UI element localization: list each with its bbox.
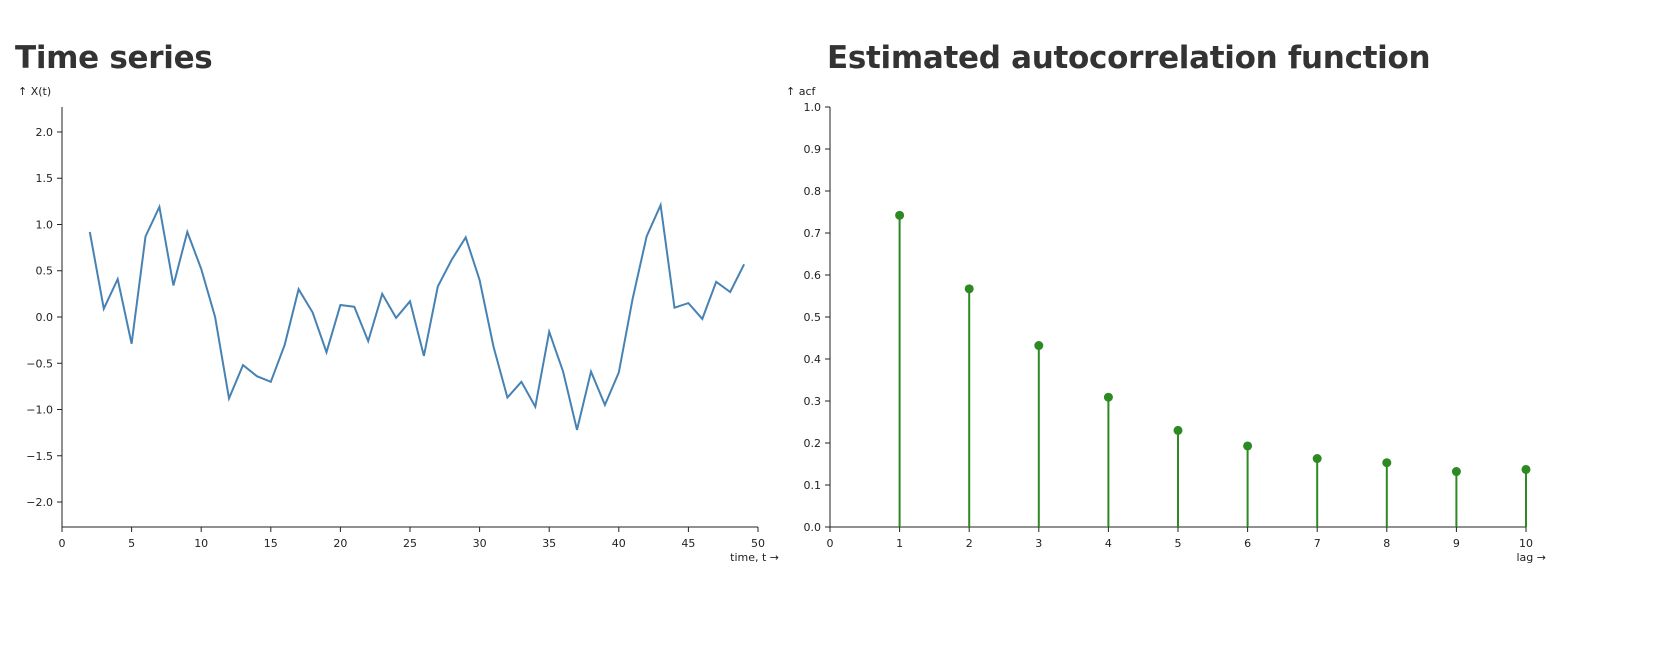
x-tick-label: 8	[1383, 537, 1390, 550]
y-axis-label: ↑ acf	[786, 85, 817, 98]
y-tick-label: −2.0	[26, 496, 53, 509]
y-axis-label: ↑ X(t)	[18, 85, 51, 98]
time-series-chart: −2.0 −1.5 −1.0 −0.5 0.0 0.5 1.0 1.5 2.0 0 5 10 15 20 2…	[18, 85, 779, 564]
x-axis-label: time, t →	[730, 551, 779, 564]
y-tick-label: 0.5	[804, 311, 822, 324]
x-tick-label: 7	[1314, 537, 1321, 550]
x-tick-label: 20	[333, 537, 347, 550]
x-tick-label: 5	[128, 537, 135, 550]
time-series-line	[88, 201, 745, 431]
x-tick-label: 3	[1035, 537, 1042, 550]
y-tick-label: 0.6	[804, 269, 822, 282]
y-tick-label: 0.7	[804, 227, 822, 240]
y-tick-label: 1.5	[36, 172, 54, 185]
x-axis-label: lag →	[1517, 551, 1547, 564]
x-tick-label: 35	[542, 537, 556, 550]
x-tick-label: 0	[59, 537, 66, 550]
acf-chart: 0.0 0.1 0.2 0.3 0.4 0.5 0.6 0.7 0.8 0.9 1.0 0 1 2 3 4 5 6…	[786, 85, 1546, 564]
x-tick-label: 9	[1453, 537, 1460, 550]
acf-point	[1451, 467, 1461, 477]
y-tick-label: 0.0	[36, 311, 54, 324]
x-tick-label: 0	[827, 537, 834, 550]
y-tick-label: 0.0	[804, 521, 822, 534]
y-tick-label: 0.1	[804, 479, 822, 492]
acf-point	[1243, 441, 1253, 451]
x-tick-label: 10	[194, 537, 208, 550]
x-tick-label: 15	[264, 537, 278, 550]
x-tick-label: 40	[612, 537, 626, 550]
time-series-title: Time series	[15, 40, 213, 76]
x-tick-label: 30	[473, 537, 487, 550]
acf-point	[1034, 341, 1044, 351]
y-tick-label: 0.4	[804, 353, 822, 366]
y-tick-label: 0.9	[804, 143, 822, 156]
x-tick-label: 25	[403, 537, 417, 550]
x-tick-label: 1	[896, 537, 903, 550]
time-series-panel: Time series −2.0 −1.5 −1.0 −0.5 0.0 0.5 1.0 1.5…	[0, 0, 826, 646]
x-tick-label: 2	[966, 537, 973, 550]
x-tick-label: 45	[681, 537, 695, 550]
acf-panel: Estimated autocorrelation function 0.0 0.…	[786, 0, 1653, 646]
y-tick-label: 0.2	[804, 437, 822, 450]
acf-point	[964, 284, 974, 294]
acf-title: Estimated autocorrelation function	[827, 40, 1431, 76]
acf-point	[895, 210, 905, 220]
x-tick-label: 10	[1519, 537, 1533, 550]
y-tick-label: −0.5	[26, 357, 53, 370]
acf-point	[1521, 464, 1531, 474]
y-tick-label: 0.5	[36, 265, 54, 278]
y-tick-label: 0.8	[804, 185, 822, 198]
y-tick-label: −1.0	[26, 404, 53, 417]
acf-point	[1382, 458, 1392, 468]
x-tick-label: 4	[1105, 537, 1112, 550]
acf-plot-group: 0.0 0.1 0.2 0.3 0.4 0.5 0.6 0.7 0.8 0.9 1.0 0 1 2 3 4 5 6…	[786, 85, 1546, 564]
y-tick-label: −1.5	[26, 450, 53, 463]
acf-point	[1312, 454, 1322, 464]
x-tick-label: 6	[1244, 537, 1251, 550]
y-tick-label: 2.0	[36, 126, 54, 139]
y-tick-label: 0.3	[804, 395, 822, 408]
acf-point	[1103, 392, 1113, 402]
y-tick-label: 1.0	[36, 218, 54, 231]
acf-point	[1173, 425, 1183, 435]
x-tick-label: 5	[1175, 537, 1182, 550]
x-tick-label: 50	[751, 537, 765, 550]
y-tick-label: 1.0	[804, 101, 822, 114]
